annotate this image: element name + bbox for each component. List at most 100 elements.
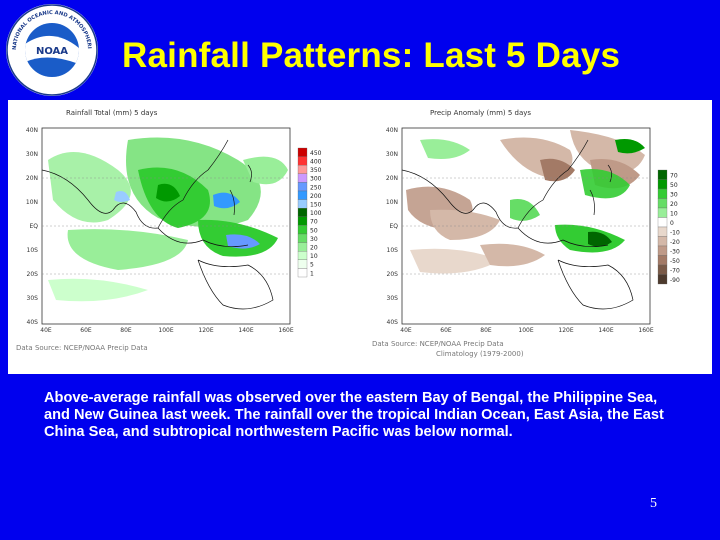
rainfall-anomaly-map: Precip Anomaly (mm) 5 days [360, 100, 712, 374]
rainfall-total-map: Rainfall Total (mm) 5 days [8, 100, 354, 374]
lon-label: 160E [278, 327, 293, 334]
anomaly-gridlines [402, 177, 650, 275]
colorbar-swatch [297, 147, 308, 157]
lon-label: 40E [40, 327, 52, 334]
colorbar-label: 50 [670, 182, 678, 189]
anomaly-colorbar: 70 50 30 20 10 0 -10 -20 -30 -50 -70 -90 [657, 169, 680, 285]
colorbar-swatch [657, 169, 668, 180]
logo-mark-text: NOAA [36, 46, 68, 57]
colorbar-label: 200 [310, 193, 322, 200]
lat-label: 20S [387, 271, 399, 278]
colorbar-label: 400 [310, 158, 322, 165]
colorbar-swatch [657, 217, 668, 228]
colorbar-swatch [297, 173, 308, 183]
anomaly-rainfall-field [406, 130, 645, 274]
colorbar-swatch [297, 208, 308, 217]
colorbar-swatch [297, 199, 308, 209]
colorbar-swatch [297, 268, 308, 278]
colorbar-swatch [297, 251, 308, 260]
colorbar-swatch [657, 179, 668, 190]
lon-label: 160E [638, 327, 653, 334]
colorbar-label: 0 [670, 220, 674, 227]
total-lon-labels: 40E 60E 80E 100E 120E 140E 160E [40, 327, 294, 334]
lat-label: EQ [29, 223, 38, 230]
total-gridlines [42, 177, 290, 275]
colorbar-swatch [657, 188, 668, 199]
colorbar-label: 30 [310, 236, 318, 243]
lon-label: 140E [238, 327, 253, 334]
lat-label: 10S [27, 247, 39, 254]
lat-label: 40N [386, 127, 398, 134]
lat-label: 10S [387, 247, 399, 254]
colorbar-label: 250 [310, 184, 322, 191]
colorbar-label: 70 [310, 219, 318, 226]
colorbar-swatch [297, 165, 308, 174]
colorbar-swatch [657, 264, 668, 275]
colorbar-label: -70 [670, 268, 680, 275]
slide-body-text: Above-average rainfall was observed over… [44, 390, 664, 440]
anomaly-coastlines [401, 139, 634, 310]
anomaly-map-climatology: Climatology (1979-2000) [436, 350, 524, 358]
colorbar-swatch [657, 274, 668, 285]
colorbar-label: 100 [310, 210, 322, 217]
colorbar-swatch [297, 190, 308, 200]
colorbar-swatch [657, 236, 668, 247]
lat-label: 30N [386, 151, 398, 158]
colorbar-label: 20 [310, 244, 318, 251]
colorbar-label: -30 [670, 249, 680, 256]
total-map-frame [41, 127, 291, 325]
colorbar-swatch [657, 198, 668, 209]
colorbar-swatch [657, 226, 668, 237]
total-lat-labels: 40N 30N 20N 10N EQ 10S 20S 30S 40S [26, 127, 38, 326]
colorbar-swatch [297, 216, 308, 226]
colorbar-label: 20 [670, 201, 678, 208]
lat-label: 10N [386, 199, 398, 206]
colorbar-swatch [297, 259, 308, 269]
colorbar-swatch [657, 207, 668, 218]
colorbar-swatch [657, 245, 668, 256]
anomaly-lat-labels: 40N 30N 20N 10N EQ 10S 20S 30S 40S [386, 127, 398, 326]
lat-label: EQ [389, 223, 398, 230]
total-map-title: Rainfall Total (mm) 5 days [66, 109, 158, 117]
lat-label: 20N [26, 175, 38, 182]
colorbar-swatch [297, 242, 308, 252]
colorbar-label: 70 [670, 173, 678, 180]
colorbar-label: 50 [310, 227, 318, 234]
anomaly-lon-labels: 40E 60E 80E 100E 120E 140E 160E [400, 327, 654, 334]
lon-label: 100E [518, 327, 533, 334]
colorbar-label: 150 [310, 201, 322, 208]
total-map-source: Data Source: NCEP/NOAA Precip Data [16, 344, 148, 352]
colorbar-swatch [657, 255, 668, 266]
lat-label: 40S [387, 319, 399, 326]
lon-label: 140E [598, 327, 613, 334]
colorbar-swatch [297, 156, 308, 166]
lon-label: 60E [80, 327, 92, 334]
colorbar-label: 1 [310, 270, 314, 277]
colorbar-swatch [297, 233, 308, 243]
colorbar-label: 10 [670, 211, 678, 218]
colorbar-label: -20 [670, 239, 680, 246]
lat-label: 20S [27, 271, 39, 278]
noaa-logo: NATIONAL OCEANIC AND ATMOSPHERIC ADMINIS… [6, 4, 98, 96]
anomaly-map-frame [401, 127, 651, 325]
lon-label: 60E [440, 327, 452, 334]
lat-label: 30S [27, 295, 39, 302]
colorbar-swatch [297, 182, 308, 192]
colorbar-label: -10 [670, 230, 680, 237]
colorbar-label: 30 [670, 192, 678, 199]
total-coastlines [41, 139, 274, 310]
lat-label: 30S [387, 295, 399, 302]
colorbar-label: 5 [310, 262, 314, 269]
lon-label: 100E [158, 327, 173, 334]
lat-label: 40S [27, 319, 39, 326]
colorbar-label: -90 [670, 277, 680, 284]
colorbar-swatch [297, 225, 308, 235]
slide-title: Rainfall Patterns: Last 5 Days [122, 36, 621, 75]
lon-label: 120E [558, 327, 573, 334]
lat-label: 30N [26, 151, 38, 158]
lat-label: 20N [386, 175, 398, 182]
rainfall-maps: Rainfall Total (mm) 5 days [8, 100, 712, 374]
colorbar-label: 10 [310, 253, 318, 260]
total-rainfall-field [48, 137, 288, 302]
